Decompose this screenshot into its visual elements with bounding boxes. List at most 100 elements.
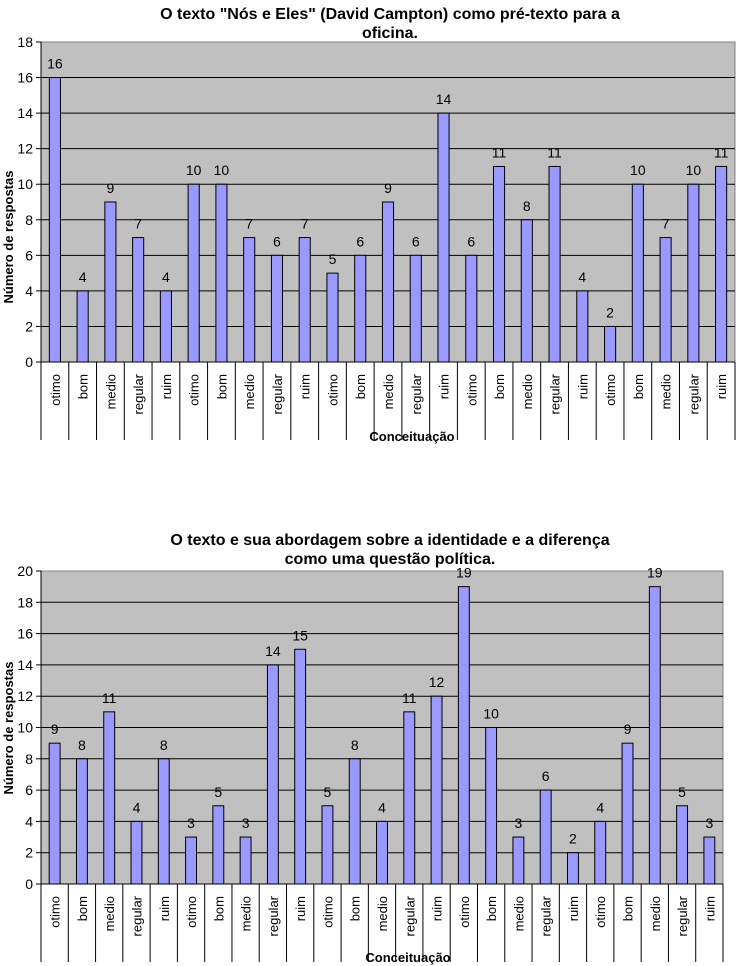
chart-2-y-tick-label: 2	[25, 845, 33, 861]
chart-2-y-tick-label: 0	[25, 876, 33, 892]
chart-2-data-label: 11	[102, 690, 117, 706]
chart-2-data-label: 8	[78, 737, 86, 753]
chart-2-bar	[321, 805, 334, 885]
chart-1-bar	[48, 77, 61, 363]
chart-1-data-label: 14	[436, 91, 452, 107]
chart-1-data-label: 4	[79, 269, 87, 285]
chart-2-bar	[185, 836, 197, 885]
chart-1-bar	[409, 254, 422, 363]
chart-1-data-label: 7	[134, 216, 142, 232]
chart-2-bar	[348, 758, 361, 885]
chart-2-bar	[457, 586, 470, 885]
chart-1-y-tick-label: 6	[25, 247, 33, 263]
chart-2-category-label: bom	[75, 896, 90, 921]
chart-2-data-label: 4	[133, 799, 141, 815]
chart-1-category-label: otimo	[464, 374, 479, 406]
chart-1-category-label: ruim	[437, 374, 452, 399]
chart-2-data-label: 8	[351, 737, 359, 753]
chart-2-data-label: 4	[596, 799, 604, 815]
chart-2-category-label: otimo	[184, 896, 199, 928]
chart-1-bar	[604, 325, 617, 363]
chart-2-category-label: ruim	[293, 896, 308, 921]
chart-1-bar	[243, 237, 256, 363]
chart-1-y-tick-label: 12	[17, 141, 33, 157]
chart-2-category-label: otimo	[48, 896, 63, 928]
chart-2-category-label: regular	[129, 895, 144, 936]
chart-1-bar	[187, 183, 200, 363]
chart-2-category-label: regular	[266, 895, 281, 936]
chart-2-category-label: regular	[675, 895, 690, 936]
chart-1-category-label: medio	[381, 374, 396, 409]
chart-2-data-label: 2	[569, 831, 577, 847]
chart-1-data-label: 16	[47, 56, 63, 72]
chart-2-category-label: otimo	[593, 896, 608, 928]
chart-2-y-tick-label: 6	[25, 782, 33, 798]
chart-1-category-label: regular	[270, 373, 285, 414]
chart-1-category-label: ruim	[298, 374, 313, 399]
chart-2-y-tick-label: 12	[17, 688, 33, 704]
chart-2-bar	[48, 742, 61, 885]
chart-2-data-label: 10	[483, 706, 499, 722]
chart-2-data-label: 4	[378, 799, 386, 815]
chart-1-category-label: ruim	[714, 374, 729, 399]
chart-1-y-tick-label: 10	[17, 176, 33, 192]
chart-1-category-label: medio	[520, 374, 535, 409]
chart-1-category-label: otimo	[187, 374, 202, 406]
chart-2-bar	[75, 758, 88, 885]
chart-2-data-label: 3	[515, 815, 523, 831]
chart-2-bar	[157, 758, 170, 885]
chart-1-data-label: 6	[356, 233, 364, 249]
chart-2-y-tick-label: 4	[25, 813, 33, 829]
chart-2-x-axis-title: Conceituação	[365, 950, 450, 965]
chart-1-bar	[492, 165, 506, 363]
chart-1-category-label: bom	[631, 374, 646, 399]
chart-2-y-tick-label: 20	[17, 563, 33, 579]
chart-1-data-label: 11	[492, 144, 507, 160]
chart-1-data-label: 6	[273, 233, 281, 249]
chart-2-category-label: bom	[484, 896, 499, 921]
chart-2-data-label: 5	[324, 784, 332, 800]
chart-1-data-label: 11	[714, 144, 729, 160]
chart-1-bar	[76, 290, 89, 363]
chart-1-bar	[715, 165, 728, 363]
chart-2-bar	[621, 742, 634, 885]
chart-2-bar	[239, 836, 252, 885]
chart-2-data-label: 5	[214, 784, 222, 800]
chart-2-title-line-1: O texto e sua abordagem sobre a identida…	[170, 532, 609, 549]
chart-2-category-label: otimo	[320, 896, 335, 928]
chart-1-category-label: regular	[548, 373, 563, 414]
chart-2-category-label: ruim	[702, 896, 717, 921]
chart-1-y-tick-label: 18	[17, 34, 33, 50]
chart-1-y-tick-label: 2	[25, 318, 33, 334]
chart-1-bar	[576, 290, 589, 363]
chart-1-category-label: bom	[214, 374, 229, 399]
chart-1-bar	[381, 201, 395, 363]
chart-2-data-label: 12	[429, 674, 445, 690]
chart-2-bar	[430, 695, 443, 885]
chart-1-bar	[659, 237, 672, 363]
chart-1-title-line-1: O texto "Nós e Eles" (David Campton) com…	[160, 6, 620, 23]
chart-2-data-label: 9	[624, 721, 632, 737]
chart-1-bar	[520, 219, 533, 363]
chart-1-category-label: regular	[686, 373, 701, 414]
chart-1-data-label: 4	[578, 269, 586, 285]
chart-2-bar	[648, 586, 661, 885]
chart-1-category-label: bom	[76, 374, 91, 399]
chart-1-category-label: regular	[131, 373, 146, 414]
chart-1-bar	[354, 254, 367, 363]
chart-2-category-label: medio	[102, 896, 117, 931]
chart-1-category-label: medio	[103, 374, 118, 409]
chart-1-data-label: 6	[412, 233, 420, 249]
chart-1-y-tick-label: 14	[17, 105, 33, 121]
chart-2-bar	[212, 805, 225, 885]
chart-1-bar	[104, 201, 117, 363]
chart-1-bar	[465, 254, 478, 363]
chart-1-bar	[298, 237, 311, 363]
chart-2-bar	[594, 820, 607, 885]
chart-2-data-label: 3	[242, 815, 250, 831]
chart-1-data-label: 10	[186, 162, 202, 178]
chart-1-category-label: bom	[353, 374, 368, 399]
chart-1-category-label: medio	[242, 374, 257, 409]
chart-2-category-label: bom	[621, 896, 636, 921]
chart-2-bar	[103, 711, 116, 885]
